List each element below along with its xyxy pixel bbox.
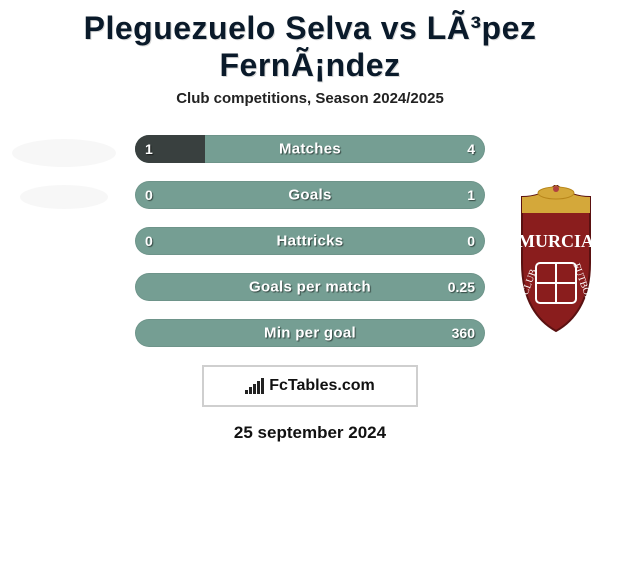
club-crest-icon: MURCIA CLUB FUTBOL bbox=[506, 185, 606, 335]
date-label: 25 september 2024 bbox=[0, 423, 620, 443]
stat-label: Matches bbox=[279, 141, 341, 158]
stat-label: Min per goal bbox=[264, 325, 356, 342]
stat-label: Hattricks bbox=[277, 233, 344, 250]
player-left-column bbox=[9, 135, 119, 209]
brand-box: FcTables.com bbox=[202, 365, 418, 407]
stat-right-value: 0 bbox=[467, 233, 475, 249]
player-silhouette-icon bbox=[20, 185, 108, 209]
stat-right-value: 1 bbox=[467, 187, 475, 203]
comparison-infographic: Pleguezuelo Selva vs LÃ³pez FernÃ¡ndez C… bbox=[0, 0, 620, 580]
stat-bar: Min per goal 360 bbox=[135, 319, 485, 347]
stat-bar: 0 Goals 1 bbox=[135, 181, 485, 209]
content-row: 1 Matches 4 0 Goals 1 0 Hattricks 0 Goals per mat… bbox=[0, 135, 620, 347]
stat-right-value: 0.25 bbox=[448, 279, 475, 295]
stat-left-value: 0 bbox=[145, 233, 153, 249]
stat-bar: Goals per match 0.25 bbox=[135, 273, 485, 301]
stat-left-value: 1 bbox=[145, 141, 153, 157]
page-title: Pleguezuelo Selva vs LÃ³pez FernÃ¡ndez bbox=[0, 0, 620, 90]
brand-chart-icon bbox=[245, 378, 265, 394]
stat-left-value: 0 bbox=[145, 187, 153, 203]
subtitle: Club competitions, Season 2024/2025 bbox=[0, 90, 620, 107]
stat-label: Goals bbox=[288, 187, 331, 204]
stat-bar: 0 Hattricks 0 bbox=[135, 227, 485, 255]
stat-right-value: 360 bbox=[452, 325, 475, 341]
stat-label: Goals per match bbox=[249, 279, 371, 296]
svg-text:MURCIA: MURCIA bbox=[518, 231, 594, 251]
brand-text: FcTables.com bbox=[269, 377, 375, 395]
player-silhouette-icon bbox=[12, 139, 116, 167]
stat-bars: 1 Matches 4 0 Goals 1 0 Hattricks 0 Goals per mat… bbox=[135, 135, 485, 347]
player-right-column: MURCIA CLUB FUTBOL bbox=[501, 135, 611, 335]
stat-bar: 1 Matches 4 bbox=[135, 135, 485, 163]
stat-right-value: 4 bbox=[467, 141, 475, 157]
